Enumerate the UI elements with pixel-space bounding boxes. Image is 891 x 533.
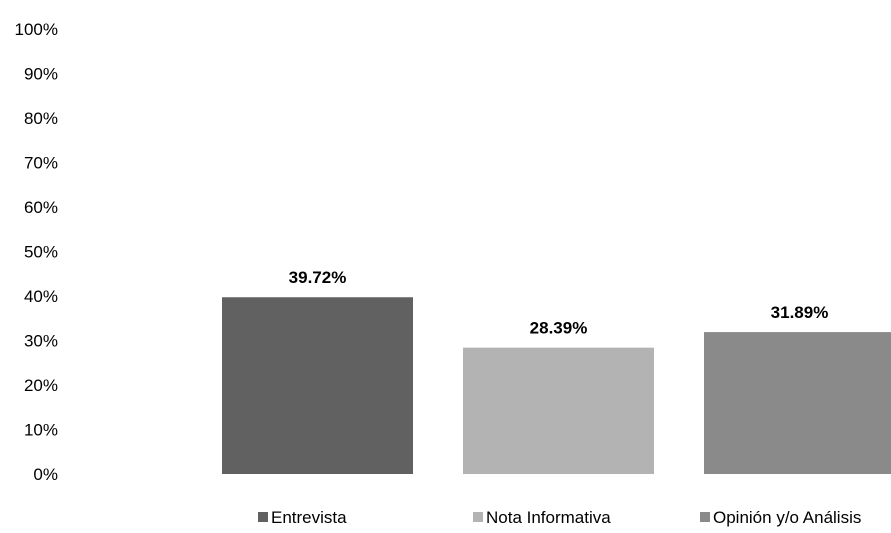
legend-label: Nota Informativa bbox=[486, 508, 611, 527]
legend-label: Opinión y/o Análisis bbox=[713, 508, 861, 527]
legend: Entrevista Nota Informativa Opinión y/o An… bbox=[258, 508, 861, 527]
y-tick-label: 90% bbox=[24, 65, 58, 84]
legend-label: Entrevista bbox=[271, 508, 347, 527]
legend-swatch bbox=[258, 512, 268, 522]
y-tick-label: 100% bbox=[15, 20, 58, 39]
y-tick-label: 40% bbox=[24, 287, 58, 306]
y-tick-label: 30% bbox=[24, 332, 58, 351]
data-label: 39.72% bbox=[289, 268, 347, 287]
bar-entrevista bbox=[222, 297, 413, 474]
y-axis: 0% 10% 20% 30% 40% 50% 60% 70% 80% 90% 100% bbox=[15, 20, 58, 484]
data-label: 31.89% bbox=[771, 303, 829, 322]
y-tick-label: 80% bbox=[24, 109, 58, 128]
y-tick-label: 50% bbox=[24, 243, 58, 262]
legend-swatch bbox=[700, 512, 710, 522]
legend-swatch bbox=[473, 512, 483, 522]
y-tick-label: 20% bbox=[24, 376, 58, 395]
bars bbox=[222, 297, 891, 474]
y-tick-label: 10% bbox=[24, 421, 58, 440]
bar-opini-n-y-o-an-lisis bbox=[704, 332, 891, 474]
y-tick-label: 60% bbox=[24, 198, 58, 217]
data-label: 28.39% bbox=[530, 319, 588, 338]
y-tick-label: 70% bbox=[24, 154, 58, 173]
y-tick-label: 0% bbox=[33, 465, 58, 484]
data-labels: 39.72% 28.39% 31.89% bbox=[289, 268, 829, 337]
bar-nota-informativa bbox=[463, 347, 654, 474]
